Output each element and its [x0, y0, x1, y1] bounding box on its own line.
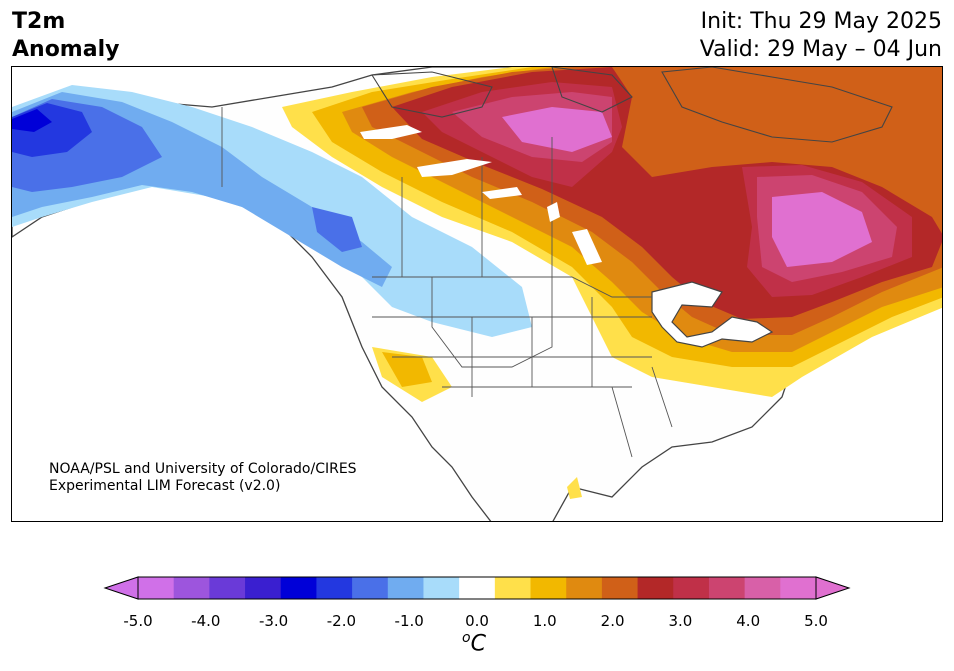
colorbar-cell	[566, 577, 603, 599]
forecast-dates: Init: Thu 29 May 2025 Valid: 29 May – 04…	[700, 8, 942, 64]
valid-range: Valid: 29 May – 04 Jun	[699, 37, 942, 62]
colorbar-cell	[280, 577, 317, 599]
units-label: oC	[462, 630, 486, 656]
cold-anomaly-peak	[12, 109, 52, 132]
colorbar-cell	[601, 577, 639, 599]
colorbar-cell	[708, 577, 746, 599]
colorbar-tick-label: 4.0	[736, 612, 761, 630]
colorbar-tick-label: 0.0	[465, 612, 489, 630]
colorbar-cell	[209, 577, 246, 599]
degree-symbol: o	[462, 630, 471, 646]
colorbar-tick-label: -5.0	[123, 612, 153, 630]
colorbar-tick-label: 2.0	[600, 612, 625, 630]
credit-note: NOAA/PSL and University of Colorado/CIRE…	[49, 461, 357, 495]
colorbar-tick-label: 5.0	[804, 612, 828, 630]
anomaly-label: Anomaly	[12, 37, 120, 62]
colorbar-cell	[673, 577, 710, 599]
colorbar-cell	[138, 577, 175, 599]
map-title: T2m Anomaly	[12, 8, 119, 64]
colorbar-cell	[744, 577, 781, 599]
colorbar-cell	[423, 577, 460, 599]
colorbar-frame	[137, 576, 817, 600]
colorbar-tick-label: 3.0	[668, 612, 693, 630]
colorbar-cell	[352, 577, 389, 599]
init-date: Init: Thu 29 May 2025	[700, 9, 942, 34]
political-borders	[221, 107, 673, 458]
warm-anomaly-8	[502, 107, 872, 267]
colorbar-tick-label: -1.0	[394, 612, 424, 630]
colorbar-cell	[173, 577, 210, 599]
colorbar-under-arrow	[103, 576, 139, 600]
map-canvas	[12, 67, 942, 521]
colorbar-tick-label: 1.0	[532, 612, 557, 630]
colorbar-cell	[245, 577, 282, 599]
colorbar-cells	[138, 577, 817, 599]
colorbar-cell	[459, 577, 496, 599]
celsius-letter: C	[470, 631, 486, 657]
arctic-islands	[371, 67, 893, 143]
credit-line-2: Experimental LIM Forecast (v2.0)	[49, 478, 281, 494]
anomaly-map	[11, 66, 943, 522]
colorbar-tick-label: -2.0	[326, 612, 357, 630]
colorbar-over-arrow	[815, 576, 851, 600]
colorbar-tick-label: -4.0	[191, 612, 221, 630]
cold-anomaly-strong	[12, 99, 362, 252]
colorbar-cell	[387, 577, 424, 599]
colorbar-cell	[494, 577, 532, 599]
canadian-lakes	[360, 125, 602, 265]
colorbar-cell	[637, 577, 674, 599]
colorbar-tick-label: -3.0	[258, 612, 289, 630]
colorbar-cell	[530, 577, 567, 599]
great-lakes	[651, 281, 774, 348]
colorbar-cell	[780, 577, 817, 599]
colorbar	[103, 576, 851, 600]
variable-label: T2m	[12, 9, 66, 34]
credit-line-1: NOAA/PSL and University of Colorado/CIRE…	[49, 461, 357, 477]
colorbar-cell	[316, 577, 353, 599]
